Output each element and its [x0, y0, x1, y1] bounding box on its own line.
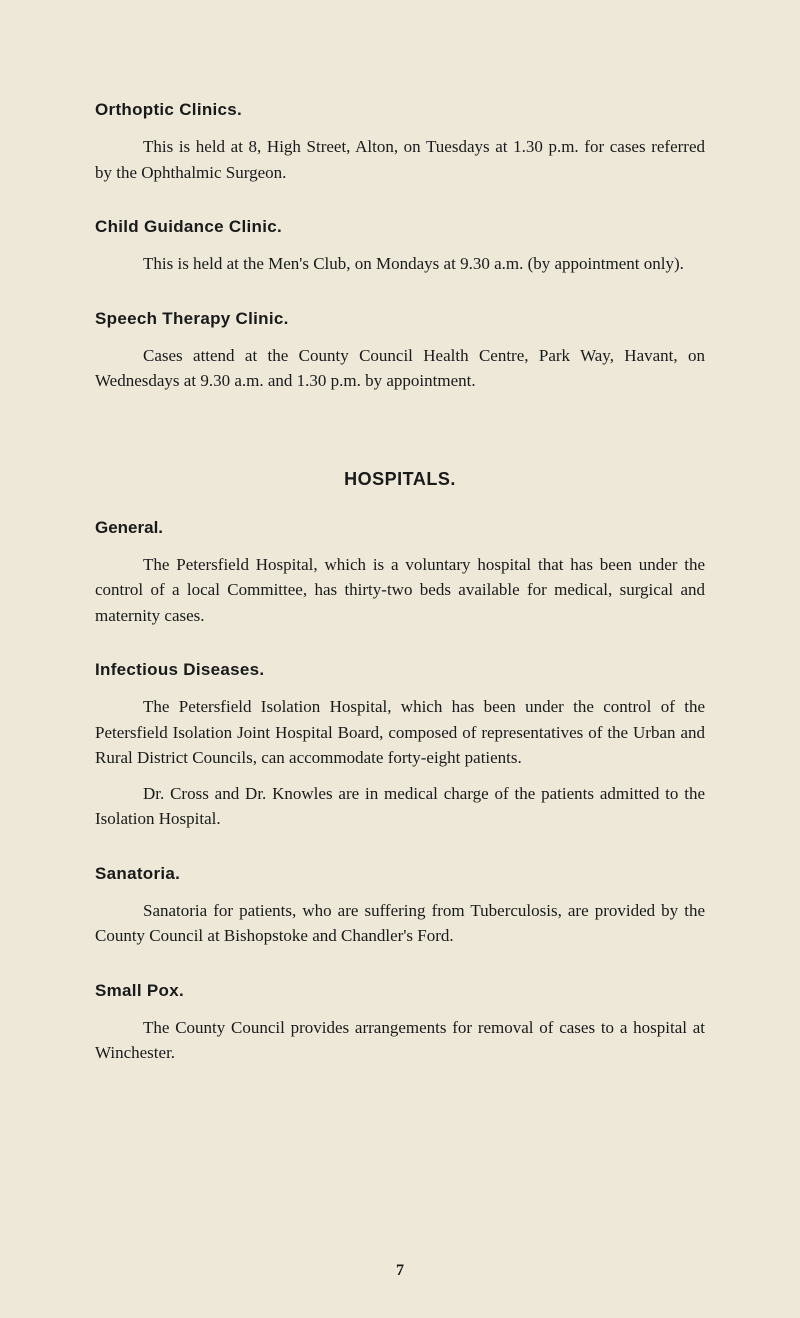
orthoptic-heading: Orthoptic Clinics. — [95, 100, 705, 120]
speech-therapy-body: Cases attend at the County Council Healt… — [95, 343, 705, 394]
smallpox-body: The County Council provides arrangements… — [95, 1015, 705, 1066]
orthoptic-body: This is held at 8, High Street, Alton, o… — [95, 134, 705, 185]
page-number: 7 — [396, 1262, 404, 1280]
sanatoria-body: Sanatoria for patients, who are sufferin… — [95, 898, 705, 949]
speech-therapy-section: Speech Therapy Clinic. Cases attend at t… — [95, 309, 705, 394]
sanatoria-section: Sanatoria. Sanatoria for patients, who a… — [95, 864, 705, 949]
smallpox-section: Small Pox. The County Council provides a… — [95, 981, 705, 1066]
child-guidance-section: Child Guidance Clinic. This is held at t… — [95, 217, 705, 277]
general-label: General. — [95, 518, 705, 538]
general-body: The Petersfield Hospital, which is a vol… — [95, 552, 705, 629]
child-guidance-heading: Child Guidance Clinic. — [95, 217, 705, 237]
hospitals-main-heading: HOSPITALS. — [95, 469, 705, 490]
child-guidance-body: This is held at the Men's Club, on Monda… — [95, 251, 705, 277]
infectious-diseases-section: Infectious Diseases. The Petersfield Iso… — [95, 660, 705, 832]
smallpox-heading: Small Pox. — [95, 981, 705, 1001]
orthoptic-clinics-section: Orthoptic Clinics. This is held at 8, Hi… — [95, 100, 705, 185]
infectious-body-1: The Petersfield Isolation Hospital, whic… — [95, 694, 705, 771]
sanatoria-heading: Sanatoria. — [95, 864, 705, 884]
speech-therapy-heading: Speech Therapy Clinic. — [95, 309, 705, 329]
general-section: General. The Petersfield Hospital, which… — [95, 518, 705, 629]
infectious-body-2: Dr. Cross and Dr. Knowles are in medical… — [95, 781, 705, 832]
infectious-heading: Infectious Diseases. — [95, 660, 705, 680]
